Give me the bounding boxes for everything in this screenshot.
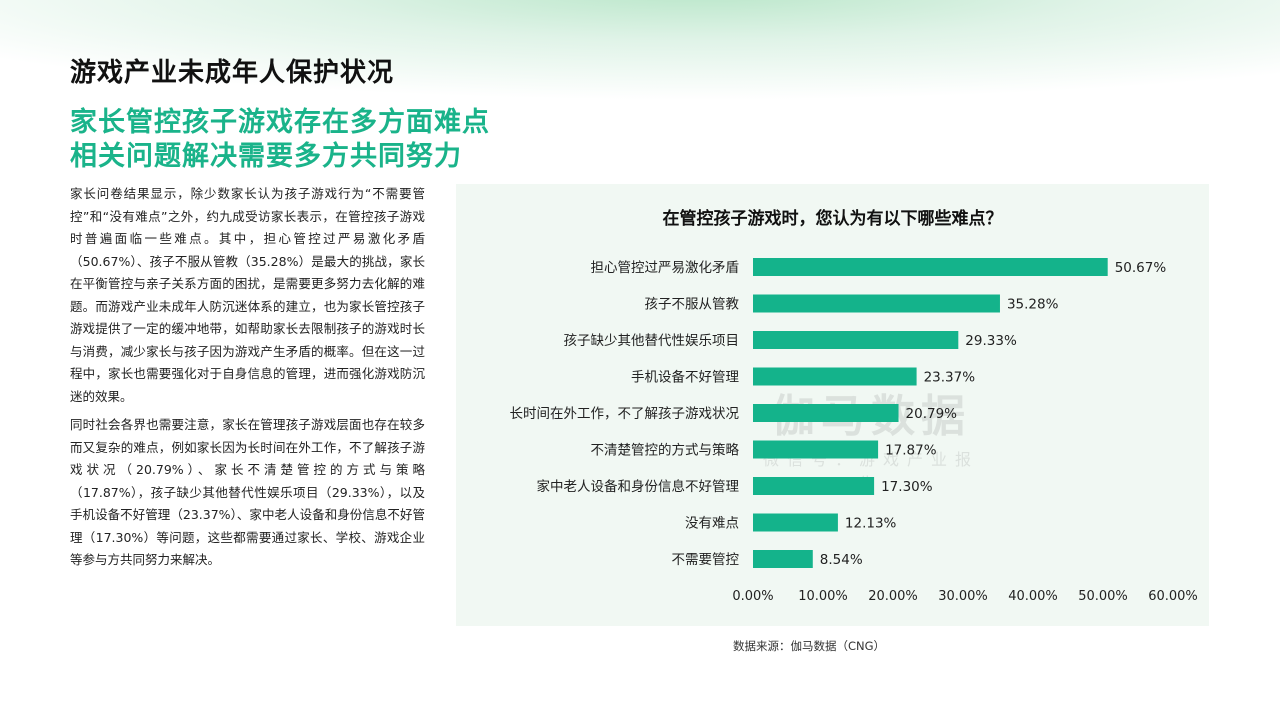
- bar-chart: 担心管控过严易激化矛盾 50.67% 孩子不服从管教 35.28% 孩子缺少其他替代性娱…: [510, 258, 1198, 604]
- chart-panel: 在管控孩子游戏时，您认为有以下哪些难点？ 伽马数据 微信号：游戏产业报告 担心管…: [456, 184, 1209, 626]
- category-label: 孩子缺少其他替代性娱乐项目: [564, 333, 740, 349]
- category-label: 不需要管控: [672, 552, 740, 568]
- x-tick-label: 10.00%: [798, 589, 848, 604]
- category-label: 不清楚管控的方式与策略: [591, 442, 740, 459]
- page-title: 游戏产业未成年人保护状况: [70, 58, 395, 88]
- category-label: 家中老人设备和身份信息不好管理: [537, 478, 740, 495]
- bar-value-label: 17.87%: [885, 443, 937, 459]
- category-label: 没有难点: [685, 516, 739, 532]
- bar: [753, 440, 879, 459]
- bar-value-label: 29.33%: [965, 333, 1017, 349]
- header-background: [0, 0, 1280, 120]
- paragraph-2: 同时社会各界也需要注意，家长在管理孩子游戏层面也存在较多而又复杂的难点，例如家长…: [70, 417, 425, 567]
- bar: [753, 294, 1000, 313]
- body-text: 家长问卷结果显示，除少数家长认为孩子游戏行为“不需要管控”和“没有难点”之外，约…: [70, 183, 425, 578]
- x-tick-label: 40.00%: [1008, 589, 1058, 604]
- category-label: 长时间在外工作，不了解孩子游戏状况: [510, 406, 740, 422]
- bar-value-label: 17.30%: [881, 479, 933, 495]
- bar-value-label: 8.54%: [820, 552, 863, 568]
- bar-value-label: 12.13%: [845, 516, 897, 532]
- headline: 家长管控孩子游戏存在多方面难点 相关问题解决需要多方共同努力: [70, 106, 490, 174]
- x-tick-label: 50.00%: [1078, 589, 1128, 604]
- bar-value-label: 23.37%: [924, 370, 976, 386]
- bar: [753, 477, 875, 495]
- bar-value-label: 50.67%: [1115, 260, 1167, 276]
- category-label: 孩子不服从管教: [645, 297, 740, 313]
- bar: [753, 404, 899, 422]
- bar: [753, 513, 838, 532]
- headline-line-2: 相关问题解决需要多方共同努力: [70, 141, 462, 172]
- bar-value-label: 20.79%: [906, 406, 958, 422]
- bar: [753, 258, 1108, 276]
- x-tick-label: 30.00%: [938, 589, 988, 604]
- x-tick-label: 60.00%: [1148, 589, 1198, 604]
- chart-title: 在管控孩子游戏时，您认为有以下哪些难点？: [662, 209, 1003, 229]
- bar: [753, 331, 959, 349]
- x-tick-label: 20.00%: [868, 589, 918, 604]
- bar: [753, 367, 917, 386]
- bar: [753, 550, 813, 568]
- paragraph-1: 家长问卷结果显示，除少数家长认为孩子游戏行为“不需要管控”和“没有难点”之外，约…: [70, 186, 425, 404]
- category-label: 担心管控过严易激化矛盾: [591, 260, 740, 276]
- headline-line-1: 家长管控孩子游戏存在多方面难点: [70, 107, 490, 138]
- x-tick-label: 0.00%: [732, 589, 773, 604]
- category-label: 手机设备不好管理: [631, 369, 739, 386]
- data-source: 数据来源：伽马数据（CNG）: [732, 639, 886, 653]
- bar-value-label: 35.28%: [1007, 297, 1059, 313]
